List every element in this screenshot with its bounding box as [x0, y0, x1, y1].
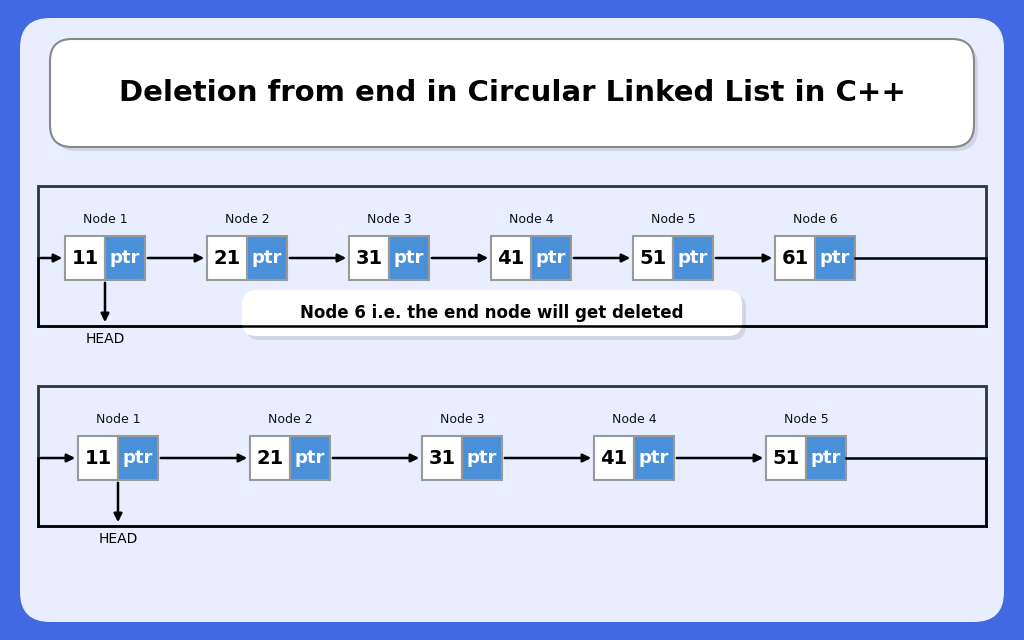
Bar — [422, 436, 462, 480]
Bar — [634, 436, 674, 480]
Text: ptr: ptr — [811, 449, 841, 467]
Bar — [118, 436, 158, 480]
Bar — [65, 236, 105, 280]
Text: 61: 61 — [781, 248, 809, 268]
Text: 51: 51 — [639, 248, 667, 268]
Text: Node 3: Node 3 — [439, 413, 484, 426]
Text: Node 5: Node 5 — [783, 413, 828, 426]
Bar — [105, 236, 145, 280]
Text: ptr: ptr — [536, 249, 566, 267]
Bar — [250, 436, 290, 480]
Text: ptr: ptr — [295, 449, 326, 467]
Bar — [815, 236, 855, 280]
Bar — [594, 436, 634, 480]
Bar — [207, 236, 247, 280]
FancyBboxPatch shape — [246, 294, 746, 340]
Text: Node 3: Node 3 — [367, 213, 412, 226]
Text: 41: 41 — [600, 449, 628, 467]
Bar — [462, 436, 502, 480]
FancyBboxPatch shape — [20, 18, 1004, 622]
FancyBboxPatch shape — [242, 290, 742, 336]
Bar — [490, 236, 531, 280]
Text: HEAD: HEAD — [85, 332, 125, 346]
Bar — [290, 436, 330, 480]
Text: ptr: ptr — [639, 449, 670, 467]
Text: ptr: ptr — [678, 249, 709, 267]
Text: ptr: ptr — [820, 249, 850, 267]
Text: 31: 31 — [355, 248, 383, 268]
Text: Node 2: Node 2 — [267, 413, 312, 426]
Bar — [389, 236, 429, 280]
Bar — [531, 236, 571, 280]
Text: Node 2: Node 2 — [224, 213, 269, 226]
Text: ptr: ptr — [394, 249, 424, 267]
Text: Node 6 i.e. the end node will get deleted: Node 6 i.e. the end node will get delete… — [300, 304, 684, 322]
Bar — [633, 236, 673, 280]
Bar — [349, 236, 389, 280]
Bar — [775, 236, 815, 280]
Bar — [673, 236, 713, 280]
FancyBboxPatch shape — [50, 39, 974, 147]
Text: 11: 11 — [72, 248, 98, 268]
Bar — [806, 436, 846, 480]
Text: 41: 41 — [498, 248, 524, 268]
Text: 51: 51 — [772, 449, 800, 467]
Text: 21: 21 — [213, 248, 241, 268]
Text: ptr: ptr — [252, 249, 283, 267]
Text: ptr: ptr — [123, 449, 154, 467]
Text: Deletion from end in Circular Linked List in C++: Deletion from end in Circular Linked Lis… — [119, 79, 905, 107]
Text: Node 4: Node 4 — [611, 413, 656, 426]
Text: 11: 11 — [84, 449, 112, 467]
Text: ptr: ptr — [467, 449, 498, 467]
FancyBboxPatch shape — [54, 43, 978, 151]
Text: 21: 21 — [256, 449, 284, 467]
Bar — [78, 436, 118, 480]
Text: Node 1: Node 1 — [95, 413, 140, 426]
Text: Node 1: Node 1 — [83, 213, 127, 226]
Text: HEAD: HEAD — [98, 532, 137, 546]
Text: ptr: ptr — [110, 249, 140, 267]
Text: Node 4: Node 4 — [509, 213, 553, 226]
Bar — [247, 236, 287, 280]
Text: 31: 31 — [428, 449, 456, 467]
Bar — [766, 436, 806, 480]
Text: Node 6: Node 6 — [793, 213, 838, 226]
Text: Node 5: Node 5 — [650, 213, 695, 226]
